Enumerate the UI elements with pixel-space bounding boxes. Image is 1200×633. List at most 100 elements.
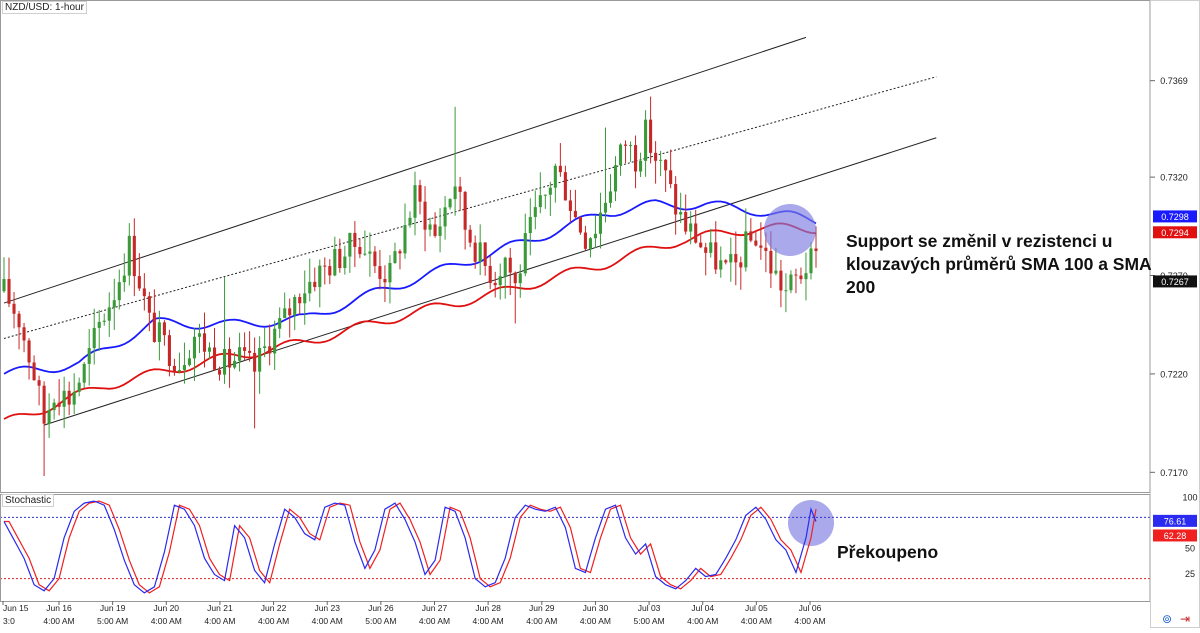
candle-body [293,297,297,316]
candle-body [233,360,237,368]
candle-body [202,333,207,352]
time-tick-date: Jun 15 [3,603,29,613]
candle-body [413,185,417,218]
candle-body [538,195,542,208]
candle-body [644,119,648,161]
candle-body [563,172,567,201]
candle-body [709,242,713,253]
candle-body [568,200,572,211]
candle-body [177,370,181,372]
jump-to-latest-icon[interactable]: ⇥ [1180,612,1191,626]
candle-body [558,165,562,173]
candle-body [32,362,36,381]
candle-body [428,224,432,230]
candle-body [573,210,577,218]
candle-body [2,279,6,292]
time-tick-time: 4:00 AM [794,616,825,626]
candle-body [303,293,307,304]
price-tag-label: 0.7267 [1161,277,1189,287]
candle-body [368,251,372,254]
candle-body [353,232,357,247]
candle-body [699,242,703,248]
candle-body [57,402,61,407]
candle-body [814,248,818,252]
candle-body [598,212,603,234]
stochastic-tag [1153,514,1197,527]
candle-body [273,328,277,354]
candle-body [358,246,362,255]
candle-body [253,352,257,372]
candle-body [323,265,327,267]
time-tick-date: Jun 19 [100,603,126,613]
price-tag-label: 0.7298 [1161,212,1189,222]
time-tick-time: 4:00 AM [580,616,611,626]
price-tag [1153,275,1197,288]
candle-body [518,273,522,284]
candle-body [222,348,227,375]
candle-body [463,191,467,230]
time-tick-time: 4:00 AM [151,616,182,626]
candle-body [608,191,613,203]
candle-body [328,266,332,276]
time-tick-date: Jul 05 [745,603,768,613]
time-tick-time: 4:00 AM [258,616,289,626]
candle-body [127,235,131,276]
candle-body [52,402,56,411]
candle-body [398,251,402,254]
time-tick-date: Jun 27 [422,603,448,613]
candle-body [533,207,537,217]
time-tick-time: 5:00 AM [633,616,664,626]
candle-body [187,358,192,366]
time-tick-date: Jul 04 [691,603,714,613]
stochastic-highlight-circle [788,500,834,546]
stochastic-tag-label: 76.61 [1164,516,1187,526]
candle-body [122,275,126,283]
candle-body [147,296,151,313]
candle-body [543,194,547,196]
candle-body [809,248,813,274]
candle-body [659,159,663,161]
candle-body [217,369,222,375]
candle-body [383,278,387,283]
candle-body [268,346,272,354]
candle-body [278,318,282,329]
time-tick-time: 4:00 AM [687,616,718,626]
candle-body [47,410,51,424]
time-tick-date: Jun 28 [475,603,501,613]
candle-body [167,335,171,366]
price-tick-label: 0.7220 [1160,369,1188,379]
candle-body [243,347,247,351]
candle-body [689,223,693,232]
candle-body [639,160,643,172]
candle-body [67,390,71,405]
sma-200-line [3,222,817,420]
candle-body [513,272,517,284]
candle-body [679,212,683,215]
stochastic-tick-label: 100 [1182,493,1197,503]
candle-body [789,274,793,291]
candle-body [92,327,96,349]
candle-body [799,275,803,280]
price-tag-label: 0.7294 [1161,228,1189,238]
link-icon[interactable]: ⊚ [1162,612,1173,626]
time-tick-time: 4:00 AM [419,616,450,626]
annotation-overbought: Překoupeno [837,542,939,562]
candle-body [197,333,202,337]
candle-body [363,253,367,255]
candle-body [12,303,16,314]
candle-body [714,242,718,270]
candle-body [42,385,46,424]
candle-body [207,347,212,352]
candle-body [157,322,161,342]
time-tick-time: 4:00 AM [473,616,504,626]
time-tick-time: 4:00 AM [204,616,235,626]
candle-body [493,282,497,286]
candle-body [172,365,176,372]
candle-body [603,202,608,213]
candle-body [674,184,678,215]
time-tick-time: 4:00 AM [741,616,772,626]
candle-body [649,119,653,153]
candle-body [729,254,733,263]
